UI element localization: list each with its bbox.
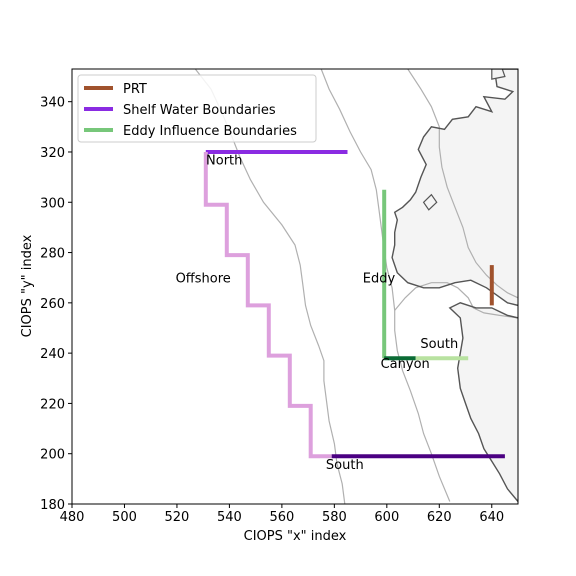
y-tick-label: 300 xyxy=(40,196,65,211)
x-tick-label: 580 xyxy=(322,510,347,525)
bathymetry-contour xyxy=(320,69,451,502)
region-label-eddy: Eddy xyxy=(363,272,396,287)
axis-layer: 480 500 520 540 560 580 600 620 640 180 200 220 240 2… xyxy=(40,96,504,525)
plot-frame xyxy=(71,68,519,505)
boundary-offshore xyxy=(203,152,332,459)
y-tick-label: 320 xyxy=(40,146,65,161)
region-label-north: North xyxy=(206,154,242,169)
x-tick-label: 520 xyxy=(165,510,190,525)
region-label-layer: North Offshore Eddy Canyon South South xyxy=(176,154,459,473)
legend: PRT Shelf Water Boundaries Eddy Influenc… xyxy=(77,74,317,143)
coastline-south xyxy=(448,302,518,502)
x-tick-label: 480 xyxy=(60,510,85,525)
land-south xyxy=(449,302,518,504)
y-tick-label: 260 xyxy=(40,297,65,312)
region-label-south: South xyxy=(420,337,458,352)
x-tick-label: 620 xyxy=(427,510,452,525)
bathymetry-contour xyxy=(394,282,518,319)
x-axis-label: CIOPS "x" index xyxy=(244,529,347,544)
y-tick-label: 220 xyxy=(40,397,65,412)
y-tick-label: 280 xyxy=(40,247,65,262)
region-label-offshore: Offshore xyxy=(176,272,231,287)
y-tick-label: 340 xyxy=(40,96,65,111)
region-label-south: South xyxy=(326,458,364,473)
x-tick-label: 640 xyxy=(479,510,504,525)
region-label-canyon: Canyon xyxy=(381,357,430,372)
y-tick-label: 240 xyxy=(40,347,65,362)
x-tick-label: 500 xyxy=(112,510,137,525)
legend-label-eddy: Eddy Influence Boundaries xyxy=(123,124,297,139)
y-tick-label: 180 xyxy=(40,498,65,513)
x-tick-label: 540 xyxy=(217,510,242,525)
island xyxy=(491,69,506,80)
legend-label-prt: PRT xyxy=(123,82,147,97)
coastline-north xyxy=(391,69,518,307)
y-tick-label: 200 xyxy=(40,448,65,463)
island xyxy=(422,193,438,211)
legend-label-shelf: Shelf Water Boundaries xyxy=(123,103,276,118)
boundary-layer xyxy=(203,150,505,459)
land-north xyxy=(392,69,518,306)
y-axis-label: CIOPS "y" index xyxy=(20,234,35,337)
x-tick-label: 560 xyxy=(269,510,294,525)
legend-box xyxy=(77,74,317,143)
x-tick-label: 600 xyxy=(374,510,399,525)
map-layer xyxy=(194,69,518,504)
bathymetry-contour xyxy=(194,69,346,504)
